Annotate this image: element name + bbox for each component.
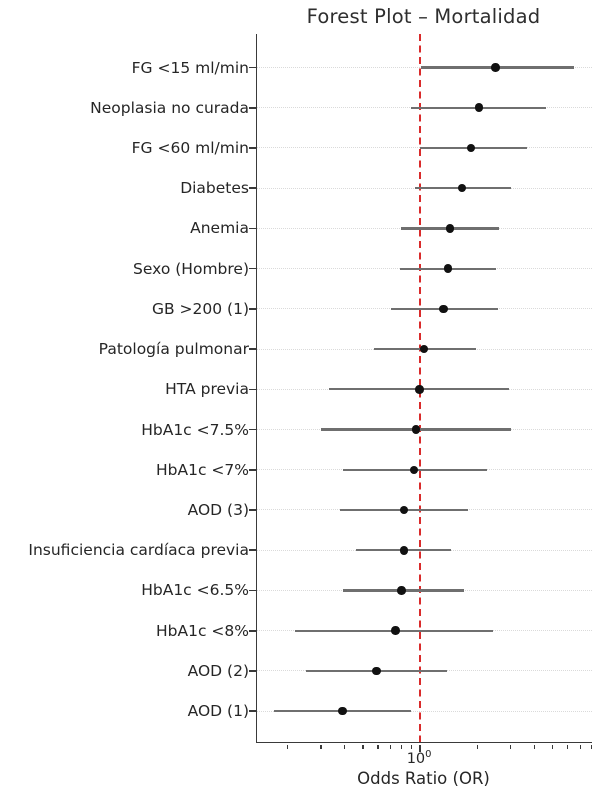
y-tick [249, 267, 256, 270]
or-point [391, 626, 400, 635]
x-minor-tick [286, 744, 289, 749]
y-tick [249, 469, 256, 471]
x-minor-tick [552, 744, 554, 749]
gridline [257, 710, 592, 712]
y-tick [249, 670, 256, 672]
category-label: GB >200 (1) [151, 299, 249, 318]
category-label: HTA previa [165, 380, 249, 399]
y-tick [249, 549, 256, 552]
category-label: HbA1c <6.5% [141, 581, 249, 600]
category-label: AOD (3) [187, 501, 249, 520]
x-minor-tick [567, 744, 569, 749]
or-point [399, 505, 409, 515]
category-label: Neoplasia no curada [90, 98, 249, 117]
category-label: Patología pulmonar [98, 340, 249, 359]
or-point [397, 586, 406, 595]
or-point [409, 465, 419, 475]
tick-base: 10 [406, 750, 426, 767]
or-point [419, 344, 429, 354]
or-point [338, 706, 347, 716]
category-label: Insuficiencia cardíaca previa [28, 541, 249, 560]
or-point [466, 143, 476, 153]
or-point [439, 304, 448, 314]
y-tick [249, 187, 256, 189]
x-major-tick [419, 744, 421, 752]
or-point [457, 183, 467, 193]
or-point [443, 264, 453, 273]
category-label: Diabetes [180, 179, 249, 198]
category-label: Anemia [190, 219, 249, 238]
y-tick [249, 106, 256, 109]
x-minor-tick [410, 744, 413, 749]
category-label: AOD (1) [187, 702, 249, 721]
category-label: Sexo (Hombre) [133, 259, 249, 278]
or-point [372, 666, 381, 676]
chart-title: Forest Plot – Mortalidad [306, 5, 541, 28]
x-minor-tick [510, 744, 512, 749]
y-tick [249, 710, 256, 712]
y-tick [249, 509, 256, 511]
x-axis-label: Odds Ratio (OR) [357, 769, 490, 788]
category-label: HbA1c <7.5% [141, 420, 249, 439]
y-tick [249, 629, 256, 632]
x-minor-tick [476, 744, 478, 749]
or-point [415, 385, 424, 394]
or-point [411, 425, 421, 434]
category-label: FG <60 ml/min [131, 138, 249, 157]
y-tick [249, 147, 256, 149]
tick-exponent: 0 [425, 749, 432, 760]
or-point [474, 103, 484, 112]
or-point [491, 63, 500, 72]
x-minor-tick [590, 744, 592, 749]
x-minor-tick [401, 744, 403, 749]
x-minor-tick [579, 744, 581, 749]
category-label: AOD (2) [187, 661, 249, 680]
x-minor-tick [344, 744, 346, 749]
y-tick [249, 589, 256, 592]
x-minor-tick [533, 744, 535, 749]
y-tick [249, 308, 256, 310]
y-tick [249, 348, 256, 350]
y-tick [249, 66, 256, 69]
x-major-tick-label: 100 [387, 749, 451, 767]
x-minor-tick [390, 744, 392, 749]
x-minor-tick [320, 744, 322, 749]
y-tick [249, 388, 256, 391]
category-label: HbA1c <8% [156, 621, 249, 640]
category-label: FG <15 ml/min [131, 58, 249, 77]
plot-area [249, 34, 592, 752]
y-tick [249, 227, 256, 230]
x-minor-tick [362, 744, 364, 749]
x-minor-tick [377, 744, 379, 749]
y-tick [249, 428, 256, 431]
or-point [445, 224, 455, 233]
category-label: HbA1c <7% [156, 460, 249, 479]
or-point [399, 546, 409, 555]
